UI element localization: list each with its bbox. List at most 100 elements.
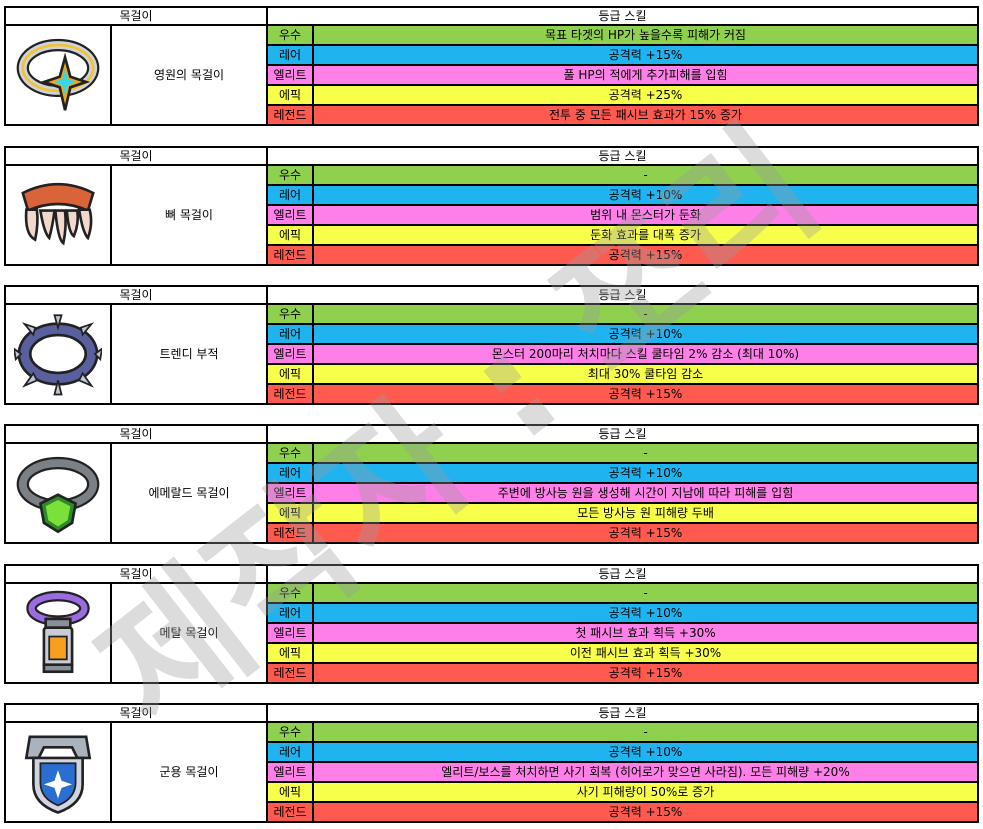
table-row: 트렌디 부적 우수 - — [4, 303, 980, 405]
table-row: 레어 공격력 +10% — [5, 741, 980, 763]
item-name: 뼈 목걸이 — [165, 208, 213, 222]
grade-label: 에픽 — [266, 502, 314, 524]
grade-label: 레전드 — [266, 383, 314, 405]
necklace-block: 목걸이 등급 스킬 뼈 목걸이 우수 - 레어 공격력 +10% 엘리트 범위 내 몬스터가 둔… — [4, 146, 980, 266]
table-header-row: 목걸이 등급 스킬 — [4, 424, 980, 444]
grade-label: 우수 — [266, 24, 314, 46]
grade-label: 우수 — [266, 721, 314, 743]
skill-text: 공격력 +10% — [311, 184, 980, 206]
skill-text: 공격력 +15% — [311, 244, 980, 266]
skill-header: 등급 스킬 — [265, 703, 980, 723]
table-header-row: 목걸이 등급 스킬 — [4, 146, 980, 166]
table-row: 엘리트 몬스터 200마리 처치마다 스킬 쿨타임 2% 감소 (최대 10%) — [5, 343, 980, 365]
item-header: 목걸이 — [4, 285, 268, 305]
table-row: 군용 목걸이 우수 - — [4, 721, 980, 823]
skill-text: 공격력 +10% — [311, 602, 980, 624]
skill-text: 공격력 +15% — [311, 522, 980, 544]
table-row: 에메랄드 목걸이 우수 - — [4, 442, 980, 544]
table-row: 레전드 공격력 +15% — [5, 244, 980, 266]
skill-text: 모든 방사능 원 피해량 두배 — [311, 502, 980, 524]
grade-label: 엘리트 — [266, 343, 314, 365]
table-row: 레어 공격력 +10% — [5, 462, 980, 484]
skill-text: 엘리트/보스를 처치하면 사기 회복 (히어로가 맞으면 사라짐). 모든 피해… — [311, 761, 980, 783]
table-row: 엘리트 첫 패시브 효과 획득 +30% — [5, 622, 980, 644]
table-row: 엘리트 범위 내 몬스터가 둔화 — [5, 204, 980, 226]
skill-text: 공격력 +15% — [311, 662, 980, 684]
table-row: 에픽 모든 방사능 원 피해량 두배 — [5, 502, 980, 524]
skill-header: 등급 스킬 — [265, 564, 980, 584]
table-row: 에픽 공격력 +25% — [5, 84, 980, 106]
table-row: 엘리트 엘리트/보스를 처치하면 사기 회복 (히어로가 맞으면 사라짐). 모든… — [5, 761, 980, 783]
grade-label: 엘리트 — [266, 204, 314, 226]
skill-text: 사기 피해량이 50%로 증가 — [311, 781, 980, 803]
skill-text: 전투 중 모든 패시브 효과가 15% 증가 — [311, 104, 980, 126]
table-row: 레어 공격력 +10% — [5, 602, 980, 624]
skill-text: 공격력 +15% — [311, 44, 980, 66]
skill-text: 둔화 효과를 대폭 증가 — [311, 224, 980, 246]
table-row: 레전드 공격력 +15% — [5, 383, 980, 405]
necklace-block: 목걸이 등급 스킬 메탈 목걸이 우수 - 레어 공격력 +10% 엘리트 첫 패시브 효과 획… — [4, 564, 980, 684]
grade-label: 레어 — [266, 44, 314, 66]
fang-necklace-icon — [6, 167, 112, 263]
skill-text: 공격력 +25% — [311, 84, 980, 106]
table-row: 레전드 공격력 +15% — [5, 662, 980, 684]
grade-label: 레어 — [266, 602, 314, 624]
grade-label: 엘리트 — [266, 761, 314, 783]
grade-label: 에픽 — [266, 363, 314, 385]
item-name: 메탈 목걸이 — [159, 626, 219, 640]
grade-label: 우수 — [266, 442, 314, 464]
grade-label: 레어 — [266, 323, 314, 345]
spiked-collar-icon — [6, 306, 112, 402]
table-header-row: 목걸이 등급 스킬 — [4, 285, 980, 305]
grade-label: 레어 — [266, 462, 314, 484]
skill-header: 등급 스킬 — [265, 285, 980, 305]
emerald-necklace-icon — [6, 445, 112, 541]
metal-vial-necklace-icon — [6, 585, 112, 681]
grade-label: 레전드 — [266, 522, 314, 544]
item-cell: 메탈 목걸이 — [4, 582, 268, 684]
grade-label: 우수 — [266, 303, 314, 325]
table-row: 영원의 목걸이 우수 목표 타겟의 HP가 높을수록 피해가 커짐 — [4, 24, 980, 126]
table-row: 레어 공격력 +15% — [5, 44, 980, 66]
item-name: 영원의 목걸이 — [153, 68, 225, 82]
grade-label: 레전드 — [266, 104, 314, 126]
skill-text: 이전 패시브 효과 획득 +30% — [311, 642, 980, 664]
table-header-row: 목걸이 등급 스킬 — [4, 6, 980, 26]
grade-label: 엘리트 — [266, 622, 314, 644]
necklace-table: 목걸이 등급 스킬 군용 목걸이 우수 - 레어 공격력 +10% 엘리트 엘리트/보스를 처치… — [4, 703, 980, 823]
necklace-table: 목걸이 등급 스킬 메탈 목걸이 우수 - 레어 공격력 +10% 엘리트 첫 패시브 효과 획… — [4, 564, 980, 684]
table-row: 메탈 목걸이 우수 - — [4, 582, 980, 684]
grade-label: 에픽 — [266, 642, 314, 664]
skill-text: 몬스터 200마리 처치마다 스킬 쿨타임 2% 감소 (최대 10%) — [311, 343, 980, 365]
skill-text: - — [311, 442, 980, 464]
table-row: 레어 공격력 +10% — [5, 184, 980, 206]
item-cell: 트렌디 부적 — [4, 303, 268, 405]
item-header: 목걸이 — [4, 564, 268, 584]
skill-header: 등급 스킬 — [265, 146, 980, 166]
skill-text: 최대 30% 쿨타임 감소 — [311, 363, 980, 385]
grade-label: 레어 — [266, 184, 314, 206]
table-row: 레전드 전투 중 모든 패시브 효과가 15% 증가 — [5, 104, 980, 126]
item-cell: 영원의 목걸이 — [4, 24, 268, 126]
skill-text: 공격력 +15% — [311, 383, 980, 405]
skill-text: 공격력 +10% — [311, 462, 980, 484]
grade-label: 엘리트 — [266, 482, 314, 504]
skill-text: 풀 HP의 적에게 추가피해를 입힘 — [311, 64, 980, 86]
grade-label: 에픽 — [266, 224, 314, 246]
table-row: 에픽 둔화 효과를 대폭 증가 — [5, 224, 980, 246]
table-row: 에픽 이전 패시브 효과 획득 +30% — [5, 642, 980, 664]
skill-text: 범위 내 몬스터가 둔화 — [311, 204, 980, 226]
star-ring-necklace-icon — [6, 27, 112, 123]
table-header-row: 목걸이 등급 스킬 — [4, 564, 980, 584]
skill-header: 등급 스킬 — [265, 6, 980, 26]
grade-label: 우수 — [266, 164, 314, 186]
item-header: 목걸이 — [4, 424, 268, 444]
table-row: 엘리트 주변에 방사능 원을 생성해 시간이 지남에 따라 피해를 입힘 — [5, 482, 980, 504]
item-name: 에메랄드 목걸이 — [148, 486, 230, 500]
skill-text: - — [311, 303, 980, 325]
table-row: 뼈 목걸이 우수 - — [4, 164, 980, 266]
table-row: 에픽 최대 30% 쿨타임 감소 — [5, 363, 980, 385]
item-name: 군용 목걸이 — [159, 765, 219, 779]
